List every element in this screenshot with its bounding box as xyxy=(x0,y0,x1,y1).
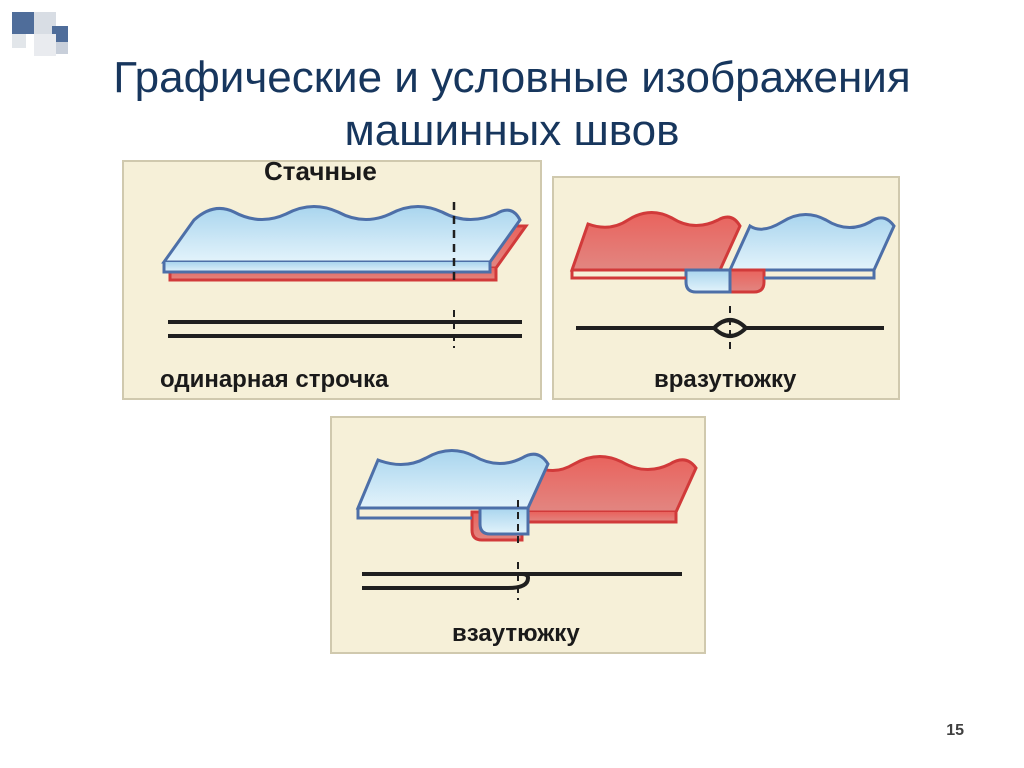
deco-sq xyxy=(12,34,26,48)
diagram-area: Стачные xyxy=(122,160,902,700)
panel-press-open: вразутюжку xyxy=(552,176,900,400)
panel-single-stitch: Стачные xyxy=(122,160,542,400)
slide-title: Графические и условные изображения машин… xyxy=(0,52,1024,158)
panel-label-press-side: взаутюжку xyxy=(452,620,580,648)
diagram-press-side xyxy=(332,418,708,624)
panel-press-side: взаутюжку xyxy=(330,416,706,654)
page-number: 15 xyxy=(946,722,964,740)
diagram-single-stitch xyxy=(124,162,544,370)
deco-sq xyxy=(12,12,34,34)
group-label: Стачные xyxy=(264,156,377,187)
diagram-press-open xyxy=(554,178,902,370)
panel-label-press-open: вразутюжку xyxy=(654,366,796,394)
panel-label-single: одинарная строчка xyxy=(160,366,388,394)
